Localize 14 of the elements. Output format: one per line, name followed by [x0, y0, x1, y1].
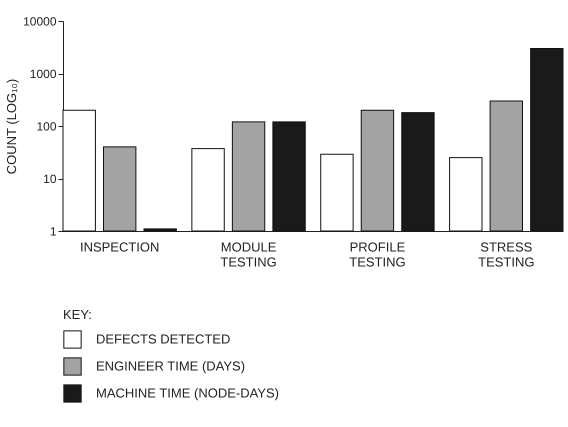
y-tick-label: 100: [36, 120, 57, 134]
legend-label: DEFECTS DETECTED: [96, 332, 230, 346]
legend-label: ENGINEER TIME (DAYS): [96, 358, 246, 374]
y-tick-label: 10000: [23, 14, 57, 28]
x-tick-label: PROFILE TESTING: [349, 240, 406, 270]
legend-label: MACHINE TIME (NODE-DAYS): [96, 386, 279, 400]
x-tick-label: INSPECTION: [80, 240, 160, 254]
y-tick-label: 1000: [30, 67, 57, 81]
x-tick-label: STRESS TESTING: [478, 240, 534, 270]
x-tick-label: MODULE TESTING: [220, 240, 277, 270]
y-tick-label: 1: [50, 224, 57, 238]
y-tick-label: 10: [43, 172, 57, 186]
y-axis-title: COUNT (LOG₁₀): [4, 78, 20, 174]
legend-title: KEY:: [63, 307, 92, 322]
